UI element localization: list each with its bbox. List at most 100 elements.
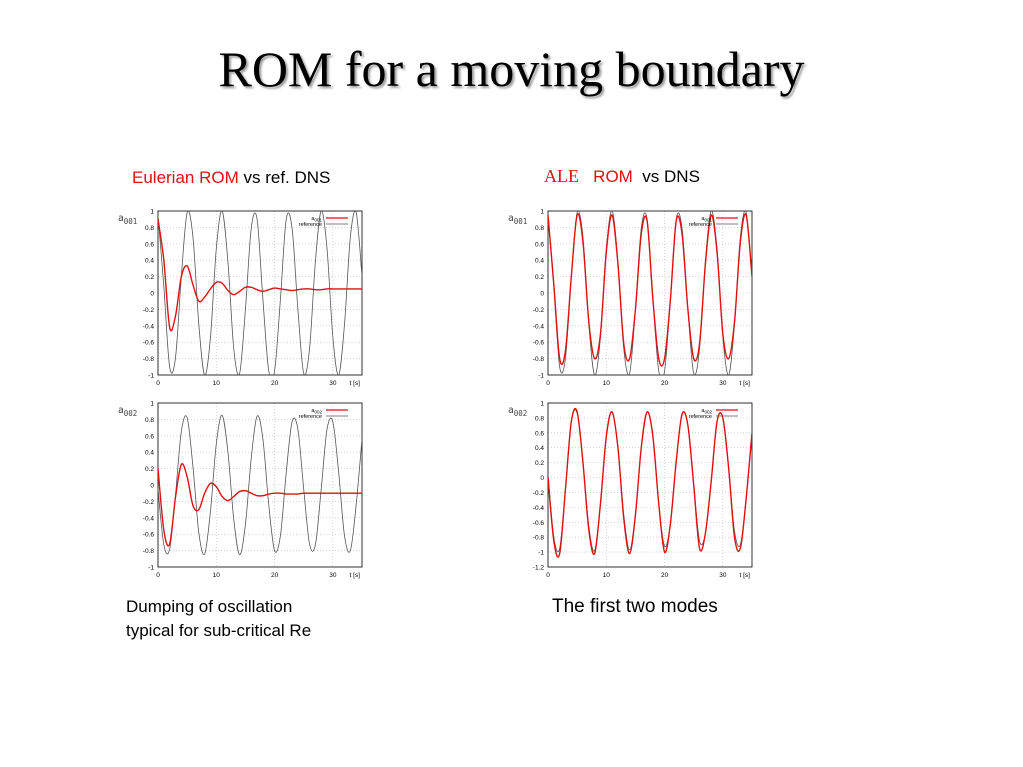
legend-label: reference	[689, 222, 712, 228]
y-tick-label: 1	[150, 209, 154, 216]
y-tick-label: 0	[540, 291, 544, 298]
plot-frame	[157, 402, 363, 568]
vs-ref-dns-label: vs ref. DNS	[243, 168, 331, 187]
y-tick-label: 0.8	[145, 417, 154, 424]
y-tick-label: -0.8	[533, 356, 545, 363]
eulerian-rom-label: Eulerian ROM	[132, 168, 239, 187]
x-tick-label: 0	[546, 572, 550, 579]
series-line-reference	[548, 409, 752, 553]
rom-label: ROM	[593, 167, 633, 186]
y-tick-label: -1	[148, 565, 154, 572]
y-tick-label: 0.2	[535, 460, 544, 467]
y-tick-label: -0.8	[143, 356, 155, 363]
y-tick-label: 0.6	[535, 241, 544, 248]
x-tick-label: 10	[213, 572, 221, 579]
plot-frame	[157, 210, 363, 376]
y-axis-label: a001	[508, 213, 527, 226]
legend-label: a001	[701, 216, 712, 223]
legend-label: a001	[311, 216, 322, 223]
x-tick-label: 0	[156, 380, 160, 387]
y-tick-label: 0	[150, 291, 154, 298]
x-tick-label: 10	[603, 380, 611, 387]
x-tick-label: 0	[546, 380, 550, 387]
vs-dns-label: vs DNS	[642, 167, 700, 186]
y-tick-label: 0	[150, 483, 154, 490]
ale-label: ALE	[544, 166, 579, 186]
y-tick-label: 0.4	[145, 450, 154, 457]
x-tick-label: 10	[213, 380, 221, 387]
y-tick-label: -1.2	[533, 565, 545, 572]
x-tick-label: 20	[271, 572, 279, 579]
y-tick-label: -0.2	[143, 307, 155, 314]
x-tick-label: 30	[329, 380, 337, 387]
y-tick-label: -0.6	[533, 520, 545, 527]
x-axis-label: t [s]	[350, 572, 361, 579]
y-tick-label: -0.2	[533, 490, 545, 497]
y-tick-label: 0.4	[535, 445, 544, 452]
y-tick-label: 0.2	[145, 466, 154, 473]
x-tick-label: 30	[719, 572, 727, 579]
chart-eulerian-a001: 10.80.60.40.20-0.2-0.4-0.6-0.8-10 10 20 30 t…	[118, 209, 363, 387]
y-tick-label: -0.4	[533, 505, 545, 512]
y-tick-label: 0.8	[535, 415, 544, 422]
y-tick-label: 0.2	[535, 274, 544, 281]
y-tick-label: 0.6	[535, 430, 544, 437]
x-tick-label: 0	[156, 572, 160, 579]
y-tick-label: 1	[540, 209, 544, 216]
y-tick-label: 0.2	[145, 274, 154, 281]
y-tick-label: 1	[150, 401, 154, 408]
y-tick-label: -1	[538, 550, 544, 557]
y-tick-label: -0.4	[143, 323, 155, 330]
left-caption: Dumping of oscillation typical for sub-c…	[126, 595, 311, 643]
right-caption: The first two modes	[552, 596, 718, 617]
y-tick-label: 0	[540, 475, 544, 482]
y-tick-label: 0.6	[145, 433, 154, 440]
x-axis-label: t [s]	[740, 380, 751, 387]
x-tick-label: 10	[603, 572, 611, 579]
left-caption-line-2: typical for sub-critical Re	[126, 621, 312, 640]
left-column-heading: Eulerian ROM vs ref. DNS	[132, 168, 330, 188]
y-tick-label: -0.2	[533, 307, 545, 314]
y-axis-label: a002	[508, 405, 527, 418]
y-axis-label: a002	[118, 405, 137, 418]
chart-ale-a002: 10.80.60.40.20-0.2-0.4-0.6-0.8-1-1.20 10 2…	[508, 401, 753, 579]
y-tick-label: -0.4	[143, 515, 155, 522]
series-line-reference	[158, 211, 362, 375]
y-tick-label: 0.4	[145, 258, 154, 265]
y-tick-label: -0.4	[533, 323, 545, 330]
y-tick-label: -1	[538, 373, 544, 380]
series-line-reference	[548, 211, 752, 375]
left-caption-line-1: Dumping of oscillation	[126, 597, 293, 616]
x-tick-label: 20	[661, 572, 669, 579]
y-tick-label: -0.6	[533, 340, 545, 347]
chart-ale-a001: 10.80.60.40.20-0.2-0.4-0.6-0.8-10 10 20 30 t…	[508, 209, 753, 387]
y-axis-label: a001	[118, 213, 137, 226]
legend-label: a002	[311, 408, 322, 415]
plot-frame	[547, 402, 753, 568]
x-tick-label: 20	[271, 380, 279, 387]
legend-label: a002	[701, 408, 712, 415]
y-tick-label: 0.6	[145, 241, 154, 248]
y-tick-label: 1	[540, 401, 544, 408]
right-column-heading: ALE ROM vs DNS	[544, 166, 700, 187]
y-tick-label: -0.6	[143, 340, 155, 347]
series-line-rom	[158, 219, 362, 332]
chart-eulerian-a002: 10.80.60.40.20-0.2-0.4-0.6-0.8-10 10 20 30 t…	[118, 401, 363, 579]
legend-label: reference	[689, 414, 712, 420]
y-tick-label: -0.8	[143, 548, 155, 555]
x-tick-label: 20	[661, 380, 669, 387]
x-tick-label: 30	[329, 572, 337, 579]
x-axis-label: t [s]	[740, 572, 751, 579]
y-tick-label: 0.8	[145, 225, 154, 232]
series-line-rom	[158, 463, 362, 547]
y-tick-label: -1	[148, 373, 154, 380]
series-line-rom	[548, 407, 752, 558]
slide-title: ROM for a moving boundary	[218, 41, 805, 97]
x-axis-label: t [s]	[350, 380, 361, 387]
series-line-reference	[158, 414, 362, 556]
series-line-rom	[548, 213, 752, 367]
y-tick-label: -0.6	[143, 532, 155, 539]
y-tick-label: 0.8	[535, 225, 544, 232]
y-tick-label: 0.4	[535, 258, 544, 265]
legend-label: reference	[299, 414, 322, 420]
